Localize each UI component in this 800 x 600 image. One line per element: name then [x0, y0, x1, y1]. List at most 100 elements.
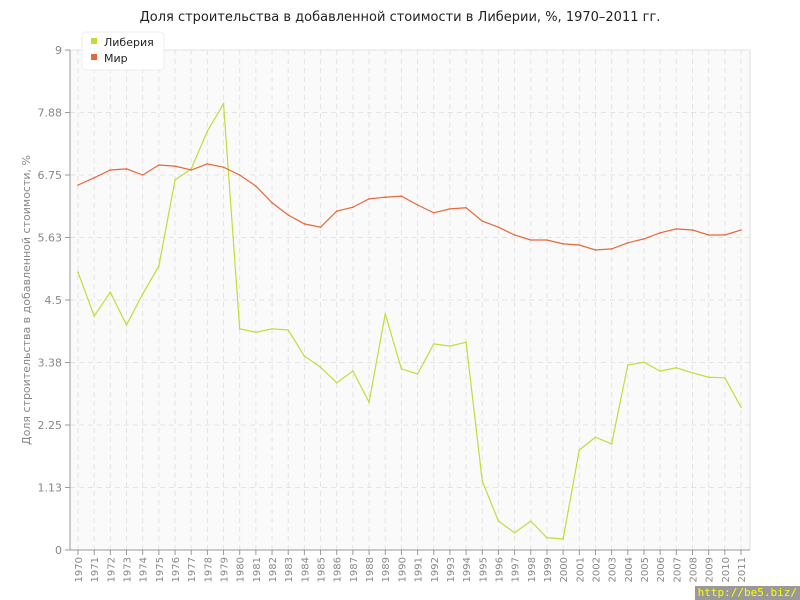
x-tick-label: 1974: [139, 557, 150, 582]
data-point: [449, 345, 451, 347]
x-tick-label: 1989: [381, 557, 392, 582]
data-point: [368, 198, 370, 200]
data-point: [432, 343, 435, 345]
data-point: [513, 234, 516, 236]
x-tick-label: 1998: [527, 557, 538, 582]
x-tick-label: 1981: [252, 557, 263, 582]
data-point: [610, 248, 613, 250]
data-point: [610, 443, 613, 445]
data-point: [158, 164, 160, 166]
data-point: [643, 238, 645, 240]
data-point: [335, 210, 338, 212]
data-point: [141, 293, 144, 295]
data-point: [497, 226, 500, 229]
y-tick-label: 7.88: [38, 107, 63, 120]
x-tick-label: 2009: [705, 557, 716, 582]
data-point: [238, 174, 241, 176]
y-tick-label: 5.63: [38, 232, 63, 245]
data-point: [125, 324, 128, 326]
data-point: [707, 376, 710, 379]
legend-label: Мир: [104, 52, 128, 65]
x-tick-label: 1988: [365, 557, 376, 582]
data-point: [578, 244, 581, 246]
data-point: [497, 520, 500, 522]
data-point: [93, 176, 95, 179]
data-point: [352, 206, 354, 209]
data-point: [740, 229, 742, 231]
y-tick-label: 9: [55, 44, 62, 57]
x-tick-label: 2000: [559, 557, 570, 582]
x-tick-label: 1997: [511, 557, 522, 582]
data-point: [77, 184, 79, 186]
data-point: [740, 406, 742, 409]
data-point: [481, 220, 484, 222]
y-tick-label: 3.38: [38, 357, 63, 370]
data-point: [271, 201, 273, 204]
data-point: [174, 179, 176, 181]
data-point: [384, 196, 387, 199]
data-point: [432, 211, 435, 214]
x-tick-label: 2001: [575, 557, 586, 582]
data-point: [707, 234, 710, 236]
x-tick-label: 1972: [106, 557, 117, 582]
x-tick-label: 1996: [494, 557, 505, 582]
x-tick-label: 1999: [543, 557, 554, 582]
chart-title: Доля строительства в добавленной стоимос…: [139, 10, 661, 25]
x-tick-label: 1973: [123, 557, 134, 582]
data-point: [529, 520, 532, 522]
x-tick-label: 2002: [591, 557, 602, 582]
data-point: [368, 401, 370, 404]
data-point: [125, 168, 128, 170]
legend-swatch: [91, 38, 97, 44]
x-tick-label: 2008: [688, 557, 699, 582]
x-tick-label: 1976: [171, 557, 182, 582]
data-point: [271, 328, 273, 330]
x-tick-label: 1990: [397, 557, 408, 582]
data-point: [255, 331, 257, 334]
x-tick-label: 2003: [608, 557, 619, 582]
x-tick-label: 1987: [349, 557, 360, 582]
data-point: [287, 329, 290, 331]
data-point: [109, 169, 112, 171]
watermark[interactable]: http://be5.biz/: [694, 586, 800, 600]
x-tick-label: 1993: [446, 557, 457, 582]
x-tick-label: 1978: [203, 557, 214, 582]
data-point: [594, 249, 597, 251]
x-tick-label: 1992: [430, 557, 441, 582]
data-point: [627, 241, 629, 244]
x-tick-label: 2005: [640, 557, 651, 582]
data-point: [206, 130, 209, 132]
data-point: [627, 364, 629, 366]
data-point: [238, 328, 241, 330]
data-point: [384, 313, 387, 315]
x-tick-label: 1970: [74, 557, 85, 582]
data-point: [109, 291, 112, 294]
data-point: [206, 163, 209, 165]
data-point: [400, 368, 403, 370]
x-tick-label: 1982: [268, 557, 279, 582]
x-tick-label: 1985: [317, 557, 328, 582]
x-tick-label: 2010: [721, 557, 732, 582]
series-line-1: [77, 163, 742, 251]
x-tick-label: 1991: [414, 557, 425, 582]
y-tick-label: 2.25: [38, 419, 63, 432]
data-point: [141, 174, 144, 176]
x-tick-label: 2006: [656, 557, 667, 582]
data-point: [643, 361, 645, 364]
data-point: [416, 204, 419, 206]
y-tick-label: 0: [55, 544, 62, 557]
x-tick-label: 1994: [462, 557, 473, 582]
data-point: [158, 265, 160, 267]
data-point: [93, 315, 95, 317]
data-point: [546, 536, 548, 539]
data-point: [659, 370, 661, 372]
data-point: [174, 165, 176, 167]
y-axis-label: Доля строительства в добавленной стоимос…: [20, 155, 33, 445]
legend-label: Либерия: [104, 36, 154, 49]
data-point: [255, 185, 257, 187]
x-tick-label: 1971: [90, 557, 101, 582]
data-point: [190, 169, 192, 171]
data-point: [724, 376, 726, 379]
data-point: [352, 370, 354, 372]
